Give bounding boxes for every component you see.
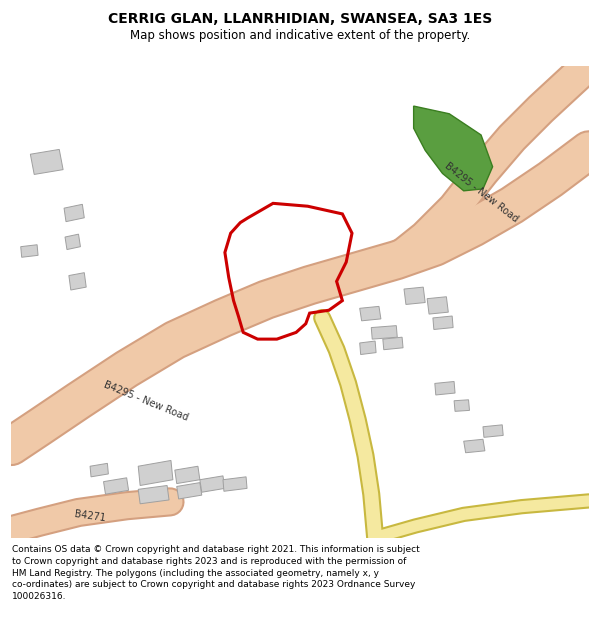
Polygon shape xyxy=(413,106,493,191)
Polygon shape xyxy=(404,287,425,304)
Polygon shape xyxy=(138,461,173,486)
Polygon shape xyxy=(175,466,200,484)
Polygon shape xyxy=(383,338,403,350)
Polygon shape xyxy=(200,476,225,492)
Polygon shape xyxy=(427,297,448,314)
Polygon shape xyxy=(371,326,397,339)
Polygon shape xyxy=(69,272,86,290)
Polygon shape xyxy=(31,149,63,174)
Polygon shape xyxy=(360,306,381,321)
Polygon shape xyxy=(433,316,453,329)
Polygon shape xyxy=(435,381,455,395)
Text: CERRIG GLAN, LLANRHIDIAN, SWANSEA, SA3 1ES: CERRIG GLAN, LLANRHIDIAN, SWANSEA, SA3 1… xyxy=(108,12,492,26)
Text: B4295 - New Road: B4295 - New Road xyxy=(442,161,520,224)
Polygon shape xyxy=(177,482,202,499)
Text: Contains OS data © Crown copyright and database right 2021. This information is : Contains OS data © Crown copyright and d… xyxy=(12,545,420,601)
Polygon shape xyxy=(21,245,38,258)
Polygon shape xyxy=(65,234,80,249)
Polygon shape xyxy=(90,463,109,477)
Text: B4271: B4271 xyxy=(74,509,106,524)
Polygon shape xyxy=(454,400,469,411)
Polygon shape xyxy=(223,477,247,491)
Text: B4295 - New Road: B4295 - New Road xyxy=(102,379,190,423)
Polygon shape xyxy=(64,204,84,222)
Polygon shape xyxy=(360,341,376,354)
Polygon shape xyxy=(104,478,128,494)
Polygon shape xyxy=(138,486,169,504)
Text: Map shows position and indicative extent of the property.: Map shows position and indicative extent… xyxy=(130,29,470,42)
Polygon shape xyxy=(464,439,485,452)
Polygon shape xyxy=(483,425,503,438)
